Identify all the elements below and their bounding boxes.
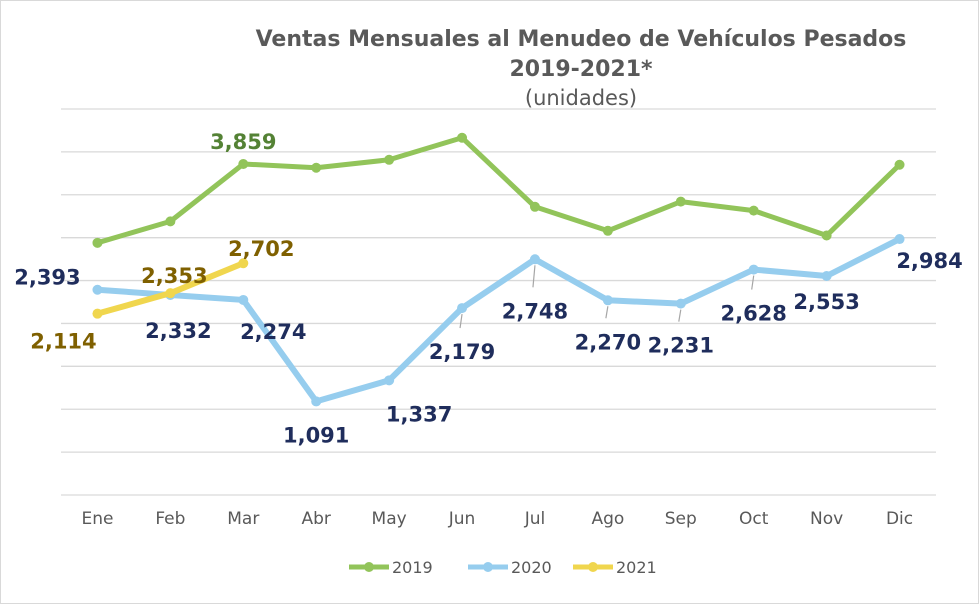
data-label-2020: 2,270 (575, 330, 641, 354)
data-label-2021: 2,702 (228, 237, 294, 261)
chart-title: Ventas Mensuales al Menudeo de Vehículos… (256, 27, 907, 52)
series-line-2020 (94, 236, 903, 405)
leader-line (459, 314, 463, 329)
data-point-2020 (311, 396, 322, 407)
x-tick-label: Ago (591, 509, 624, 529)
legend-marker (588, 562, 598, 572)
data-point-2020 (894, 234, 905, 245)
data-point-2019 (311, 162, 322, 173)
data-point-2021 (238, 258, 249, 269)
data-point-2019 (165, 216, 176, 227)
data-point-2020 (384, 375, 395, 386)
data-point-2021 (165, 288, 176, 299)
data-label-2021: 2,114 (30, 330, 96, 354)
x-tick-label: Sep (665, 509, 697, 529)
x-tick-label: Abr (301, 509, 330, 529)
data-label-2020: 2,553 (793, 290, 859, 314)
series-line-2019 (94, 135, 903, 246)
data-label-2020: 2,628 (720, 302, 786, 326)
leader-line (605, 306, 609, 319)
data-point-2020 (675, 298, 686, 309)
data-point-2019 (92, 237, 103, 248)
chart-title-line2: 2019-2021* (509, 57, 653, 82)
x-tick-label: Mar (227, 509, 259, 529)
data-label-2019: 3,859 (210, 130, 276, 154)
x-tick-label: Oct (739, 509, 769, 529)
data-label-2020: 2,274 (240, 320, 306, 344)
x-tick-label: Jun (448, 509, 476, 529)
x-tick-label: May (372, 509, 407, 529)
data-label-2020: 2,332 (145, 319, 211, 343)
data-point-2021 (92, 308, 103, 319)
legend-label-2020: 2020 (511, 558, 552, 577)
leader-line (532, 265, 536, 288)
data-point-2020 (821, 271, 832, 282)
chart-subtitle: (unidades) (525, 86, 637, 110)
data-point-2019 (384, 154, 395, 165)
x-tick-label: Ene (81, 509, 113, 529)
data-point-2019 (748, 205, 759, 216)
data-point-2019 (821, 230, 832, 241)
x-tick-label: Nov (810, 509, 843, 529)
legend-label-2021: 2021 (616, 558, 657, 577)
data-point-2020 (748, 264, 759, 275)
data-point-2019 (894, 159, 905, 170)
legend-label-2019: 2019 (392, 558, 433, 577)
data-point-2019 (602, 225, 613, 236)
leader-line (678, 309, 682, 322)
data-label-2020: 2,984 (896, 249, 962, 273)
data-label-2020: 2,179 (429, 340, 495, 364)
data-label-2020: 2,393 (14, 266, 80, 290)
data-label-2021: 2,353 (141, 264, 207, 288)
data-label-2020: 1,091 (283, 423, 349, 447)
data-point-2020 (457, 303, 468, 314)
data-point-2019 (675, 196, 686, 207)
data-point-2020 (529, 254, 540, 265)
data-point-2020 (602, 295, 613, 306)
data-point-2019 (529, 201, 540, 212)
data-point-2020 (238, 294, 249, 305)
data-label-2020: 2,748 (502, 299, 568, 323)
x-tick-label: Feb (155, 509, 185, 529)
legend-marker (364, 562, 374, 572)
data-label-2020: 1,337 (386, 402, 452, 426)
data-point-2020 (92, 284, 103, 295)
data-label-2020: 2,231 (648, 334, 714, 358)
legend-marker (483, 562, 493, 572)
x-tick-label: Dic (886, 509, 913, 529)
data-point-2019 (238, 158, 249, 169)
data-point-2019 (457, 132, 468, 143)
x-tick-label: Jul (524, 509, 546, 529)
leader-line (751, 275, 755, 290)
